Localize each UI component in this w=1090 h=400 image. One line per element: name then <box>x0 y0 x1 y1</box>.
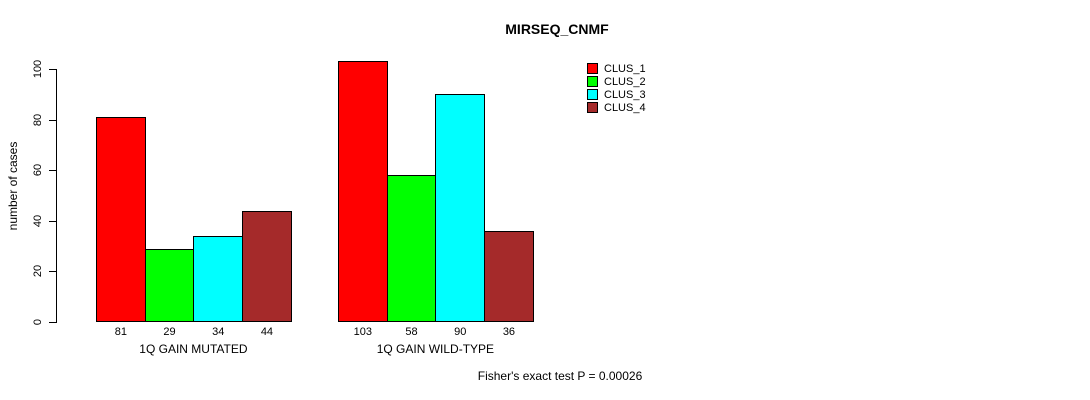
y-tick-label: 0 <box>32 318 44 326</box>
bar-value-label: 90 <box>454 326 467 338</box>
bar-value-label: 58 <box>405 326 418 338</box>
group-label: 1Q GAIN WILD-TYPE <box>376 342 495 356</box>
y-tick <box>49 170 56 172</box>
bar-clus_3 <box>435 94 486 322</box>
y-tick-label: 60 <box>32 164 44 177</box>
bar-clus_4 <box>484 230 534 322</box>
y-tick <box>49 220 56 222</box>
legend-item-clus_4: CLUS_4 <box>587 101 646 114</box>
bar-clus_1 <box>338 61 388 322</box>
y-axis-label: number of cases <box>6 141 20 231</box>
legend-swatch-icon <box>587 102 598 113</box>
bar-clus_1 <box>96 117 146 322</box>
y-tick <box>49 271 56 273</box>
bar-value-label: 29 <box>163 326 176 338</box>
legend-label: CLUS_3 <box>604 88 646 101</box>
y-tick-label: 40 <box>32 214 44 227</box>
bar-value-label: 103 <box>353 326 373 338</box>
y-tick-label: 80 <box>32 113 44 126</box>
legend-label: CLUS_2 <box>604 75 646 88</box>
annotation-fisher-test: Fisher's exact test P = 0.00026 <box>477 369 643 383</box>
bar-value-label: 81 <box>114 326 127 338</box>
bar-clus_3 <box>193 235 244 322</box>
legend-swatch-icon <box>587 89 598 100</box>
bar-clus_2 <box>386 175 437 322</box>
legend-swatch-icon <box>587 76 598 87</box>
y-tick <box>49 322 56 323</box>
legend-swatch-icon <box>587 63 598 74</box>
group-label: 1Q GAIN MUTATED <box>139 342 248 356</box>
legend-item-clus_1: CLUS_1 <box>587 62 646 75</box>
legend-label: CLUS_4 <box>604 101 646 114</box>
legend-item-clus_2: CLUS_2 <box>587 75 646 88</box>
y-tick <box>49 119 56 121</box>
bar-value-label: 44 <box>260 326 274 338</box>
bar-clus_4 <box>242 210 292 322</box>
y-tick-label: 20 <box>32 265 44 278</box>
bar-value-label: 34 <box>212 326 225 338</box>
y-tick <box>49 69 56 70</box>
y-axis-line <box>56 69 57 323</box>
legend-label: CLUS_1 <box>604 62 646 75</box>
chart-title: MIRSEQ_CNMF <box>505 21 609 37</box>
bar-clus_2 <box>144 248 195 322</box>
y-tick-label: 100 <box>32 59 44 79</box>
legend-item-clus_3: CLUS_3 <box>587 88 646 101</box>
bar-value-label: 36 <box>502 326 516 338</box>
